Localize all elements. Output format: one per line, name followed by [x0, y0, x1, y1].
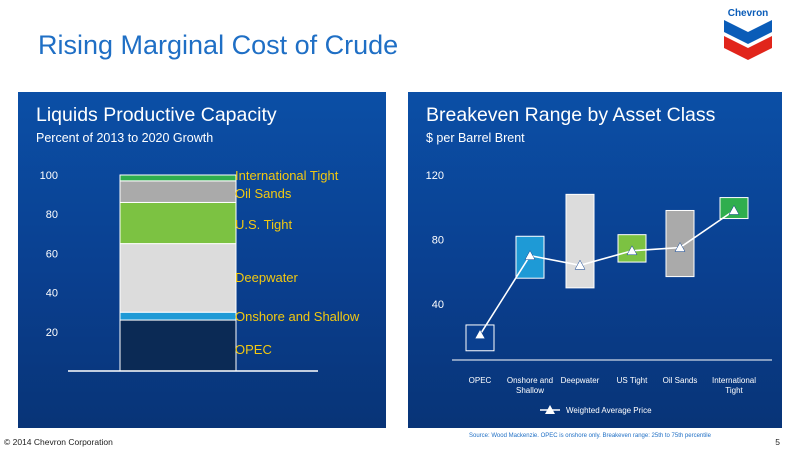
- slide-title: Rising Marginal Cost of Crude: [38, 30, 399, 60]
- left-chart-subtitle: Percent of 2013 to 2020 Growth: [36, 131, 214, 145]
- y-tick-label: 60: [46, 248, 58, 260]
- x-category-label: International Tight: [712, 376, 756, 395]
- stacked-segment: [119, 201, 237, 245]
- stacked-segment: [119, 174, 237, 182]
- y-tick-label: 20: [46, 327, 58, 339]
- average-price-marker: [674, 242, 686, 252]
- segment-label: U.S. Tight: [235, 217, 292, 232]
- right-chart-panel: Breakeven Range by Asset Class $ per Bar…: [408, 92, 782, 428]
- average-price-marker: [574, 259, 586, 270]
- stacked-segment: [119, 319, 237, 372]
- copyright-footer: © 2014 Chevron Corporation: [4, 437, 113, 447]
- left-chart-title: Liquids Productive Capacity: [36, 104, 277, 126]
- y-tick-label: 40: [46, 288, 58, 300]
- stacked-segment: [119, 311, 237, 321]
- x-category-label: US Tight: [617, 376, 648, 385]
- segment-label: International Tight: [235, 168, 339, 183]
- stacked-segment: [119, 180, 237, 203]
- x-category-label-line: Onshore and: [507, 376, 553, 385]
- logo-text: Chevron: [728, 8, 769, 19]
- x-category-label: Deepwater: [561, 376, 600, 385]
- average-price-marker: [626, 245, 638, 256]
- average-price-marker: [728, 204, 740, 215]
- liquids-capacity-chart: 20 40 60 80 100 OPEC Onshore and Shallow Deepwa…: [40, 168, 360, 372]
- segment-label: Oil Sands: [235, 186, 292, 201]
- y-tick-label: 40: [432, 299, 444, 311]
- average-price-marker: [474, 329, 486, 339]
- segment-label: Deepwater: [235, 270, 299, 285]
- average-price-marker: [524, 250, 536, 260]
- logo-chevron-top: [724, 20, 772, 44]
- right-chart-title: Breakeven Range by Asset Class: [426, 104, 716, 126]
- page-number: 5: [775, 437, 780, 447]
- x-category-label-line: Shallow: [516, 386, 544, 395]
- legend-marker: [545, 405, 555, 414]
- x-category-label-line: OPEC: [469, 376, 492, 385]
- left-chart-panel: Liquids Productive Capacity Percent of 2…: [18, 92, 386, 428]
- segment-label: OPEC: [235, 342, 272, 357]
- y-tick-label: 80: [46, 209, 58, 221]
- x-category-label-line: US Tight: [617, 376, 648, 385]
- y-tick-label: 80: [432, 235, 444, 247]
- right-chart-subtitle: $ per Barrel Brent: [426, 131, 525, 145]
- x-category-label-line: Tight: [725, 386, 743, 395]
- legend-label: Weighted Average Price: [566, 406, 652, 415]
- stacked-segment: [119, 243, 237, 313]
- x-category-label-line: Deepwater: [561, 376, 600, 385]
- x-category-label: OPEC: [469, 376, 492, 385]
- source-note: Source: Wood Mackenzie. OPEC is onshore …: [469, 433, 711, 439]
- chevron-logo: Chevron: [712, 0, 784, 68]
- y-tick-label: 120: [426, 170, 444, 182]
- range-bar: [565, 193, 595, 289]
- breakeven-range-chart: 40 80 120 OPEC Onshore and Shallow Deepwater US…: [426, 170, 772, 415]
- logo-chevron-bottom: [724, 36, 772, 60]
- average-price-line: [479, 209, 735, 336]
- x-category-label-line: International: [712, 376, 756, 385]
- y-tick-label: 100: [40, 170, 58, 182]
- segment-label: Onshore and Shallow: [235, 309, 360, 324]
- x-category-label: Oil Sands: [663, 376, 698, 385]
- x-category-label: Onshore and Shallow: [507, 376, 553, 395]
- x-category-label-line: Oil Sands: [663, 376, 698, 385]
